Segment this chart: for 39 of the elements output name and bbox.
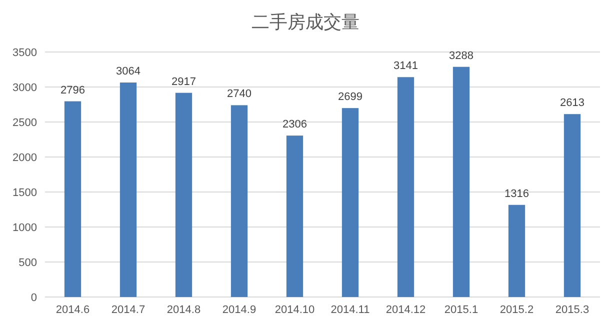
- y-tick-label: 500: [18, 257, 37, 269]
- bar: [397, 77, 414, 297]
- chart-title: 二手房成交量: [252, 12, 360, 32]
- x-tick-label: 2014.10: [274, 304, 315, 316]
- bar: [342, 108, 359, 297]
- x-tick-label: 2014.9: [222, 304, 256, 316]
- data-label: 2306: [282, 118, 307, 131]
- data-label: 2740: [227, 88, 252, 100]
- bar: [120, 82, 137, 297]
- data-label: 2699: [338, 91, 362, 104]
- x-tick-label: 2014.6: [56, 304, 90, 316]
- y-tick-label: 1500: [12, 187, 37, 199]
- x-tick-label: 2014.8: [166, 304, 201, 316]
- x-tick-label: 2015.3: [555, 304, 590, 316]
- data-label: 2613: [560, 97, 584, 110]
- y-tick-label: 3000: [12, 82, 37, 94]
- x-tick-label: 2015.2: [500, 304, 534, 316]
- bar: [175, 92, 192, 297]
- data-label: 2796: [60, 84, 85, 96]
- y-tick-label: 3500: [12, 47, 37, 59]
- data-label: 1316: [504, 188, 529, 200]
- bar: [64, 101, 82, 297]
- data-label: 3064: [116, 66, 140, 78]
- data-label: 2917: [172, 76, 196, 88]
- bar: [452, 66, 470, 297]
- bar: [230, 105, 248, 297]
- bar: [286, 136, 304, 297]
- y-tick-label: 0: [30, 292, 37, 304]
- y-tick-label: 2000: [12, 152, 37, 164]
- x-tick-label: 2014.12: [386, 304, 426, 316]
- x-tick-label: 2015.1: [444, 304, 478, 316]
- x-tick-label: 2014.7: [111, 304, 146, 316]
- bar: [564, 114, 581, 297]
- x-tick-label: 2014.11: [330, 304, 370, 316]
- data-label: 3288: [449, 50, 474, 62]
- y-tick-label: 1000: [12, 222, 37, 234]
- data-label: 3141: [394, 60, 418, 72]
- y-tick-label: 2500: [12, 117, 37, 129]
- bar: [508, 204, 526, 297]
